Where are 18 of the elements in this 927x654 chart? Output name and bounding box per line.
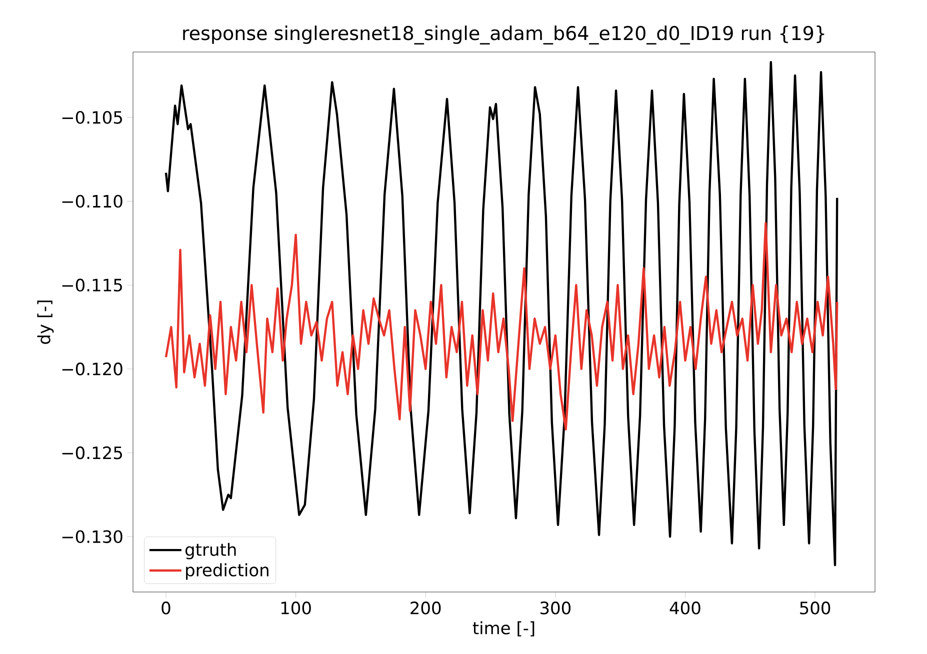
y-tick-label: −0.115 [62, 278, 122, 292]
y-tick-label: −0.105 [62, 110, 122, 124]
x-tick-label: 200 [410, 602, 441, 614]
y-tick-label: −0.110 [62, 194, 122, 208]
legend-label: gtruth [185, 542, 236, 560]
x-axis-title: time [-] [472, 621, 534, 636]
y-tick-label: −0.130 [62, 530, 122, 544]
line-series [164, 222, 838, 430]
x-tick-label: 100 [281, 602, 311, 614]
y-tick-label: −0.120 [62, 362, 122, 376]
y-axis-title: dy [-] [37, 300, 54, 344]
x-tick-label: 0 [162, 602, 170, 614]
x-tick-label: 500 [800, 602, 830, 614]
x-tick-label: 400 [670, 602, 700, 614]
y-tick-label: −0.125 [62, 446, 122, 460]
x-tick-label: 300 [540, 602, 570, 614]
legend-label: prediction [186, 563, 268, 580]
chart-title: response singleresnet18_single_adam_b64_e120_d0_ID19 run {19} [183, 26, 824, 44]
